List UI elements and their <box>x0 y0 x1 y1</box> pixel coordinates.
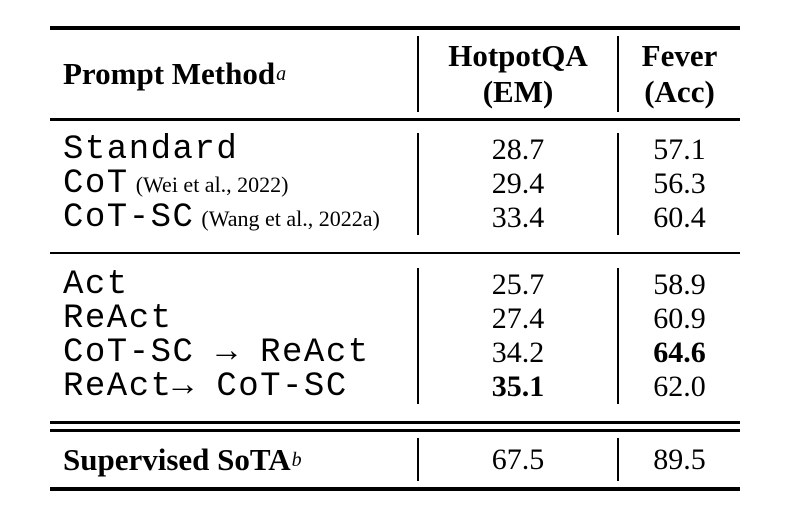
table-row: ReAct 27.4 60.9 <box>50 302 740 336</box>
hotpotqa-score: 35.1 <box>491 370 545 403</box>
column-header-hotpotqa: HotpotQA (EM) <box>417 36 617 112</box>
hotpotqa-score-cell: 29.4 <box>417 167 617 201</box>
method-name: CoT-SC <box>63 201 195 235</box>
column-header-fever: Fever (Acc) <box>617 36 740 112</box>
method-citation: (Wang et al., 2022a) <box>201 206 380 231</box>
hotpotqa-score: 28.7 <box>491 133 545 166</box>
table-row: CoT (Wei et al., 2022) 29.4 56.3 <box>50 167 740 201</box>
group-separator-rule <box>50 252 740 254</box>
method-name: Standard <box>63 133 239 167</box>
bottom-rule <box>50 487 740 491</box>
fever-score-cell: 58.9 <box>617 268 740 302</box>
method-cell: Supervised SoTA b <box>63 441 302 477</box>
method-cell: ReAct <box>50 302 417 336</box>
method-name: ReAct <box>63 302 173 336</box>
table-row: CoT-SC → ReAct 34.2 64.6 <box>50 336 740 370</box>
fever-score: 57.1 <box>653 133 706 166</box>
hotpotqa-score-cell: 28.7 <box>417 133 617 167</box>
fever-score-cell: 62.0 <box>617 370 740 404</box>
hotpotqa-score-cell: 27.4 <box>417 302 617 336</box>
fever-score: 89.5 <box>653 442 706 476</box>
hotpotqa-score-cell: 33.4 <box>417 201 617 235</box>
hotpotqa-score-cell: 34.2 <box>417 336 617 370</box>
hotpotqa-score-cell: 67.5 <box>417 438 617 481</box>
hotpotqa-score: 27.4 <box>491 302 545 335</box>
prompting-baselines-group: Standard 28.7 57.1 CoT (Wei et al., 2022)… <box>50 121 740 252</box>
hotpotqa-header-line2: (EM) <box>482 74 554 109</box>
method-cell: ReAct→ CoT-SC <box>50 370 417 404</box>
fever-score: 62.0 <box>653 370 706 403</box>
fever-score-cell: 64.6 <box>617 336 740 370</box>
results-table: Prompt Method a HotpotQA (EM) Fever (Acc)… <box>50 26 740 491</box>
method-cell: CoT-SC (Wang et al., 2022a) <box>50 201 417 235</box>
method-name: CoT <box>63 167 129 201</box>
fever-header-line1: Fever <box>641 38 718 74</box>
top-rule <box>50 26 740 30</box>
method-cell: Act <box>50 268 417 302</box>
fever-score-cell: 60.9 <box>617 302 740 336</box>
header-row: Prompt Method a HotpotQA (EM) Fever (Acc) <box>50 36 740 112</box>
fever-score: 56.3 <box>653 167 706 200</box>
hotpotqa-score: 67.5 <box>491 442 545 476</box>
hotpotqa-score: 29.4 <box>491 167 545 200</box>
fever-score-cell: 60.4 <box>617 201 740 235</box>
fever-score-cell: 89.5 <box>617 438 740 481</box>
header-separator-rule <box>50 118 740 121</box>
hotpotqa-score-cell: 25.7 <box>417 268 617 302</box>
table-row: Supervised SoTA b 67.5 89.5 <box>50 438 740 481</box>
fever-score: 64.6 <box>653 336 706 369</box>
fever-score-cell: 57.1 <box>617 133 740 167</box>
hotpotqa-score-cell: 35.1 <box>417 370 617 404</box>
fever-score-cell: 56.3 <box>617 167 740 201</box>
method-name: CoT-SC → ReAct <box>63 336 370 370</box>
table-row: ReAct→ CoT-SC 35.1 62.0 <box>50 370 740 404</box>
table-row: Act 25.7 58.9 <box>50 268 740 302</box>
table-row: CoT-SC (Wang et al., 2022a) 33.4 60.4 <box>50 201 740 235</box>
method-name: Act <box>63 268 129 302</box>
table-row: Standard 28.7 57.1 <box>50 133 740 167</box>
method-header-label: Prompt Method <box>63 56 276 91</box>
hotpotqa-score: 25.7 <box>491 268 545 301</box>
supervised-sota-label: Supervised SoTA <box>63 441 291 477</box>
method-citation: (Wei et al., 2022) <box>135 172 289 197</box>
double-rule <box>50 421 740 432</box>
supervised-sota-group: Supervised SoTA b 67.5 89.5 <box>50 432 740 487</box>
hotpotqa-score: 33.4 <box>491 201 545 234</box>
fever-header-line2: (Acc) <box>644 74 715 109</box>
fever-score: 58.9 <box>653 268 706 301</box>
method-cell: CoT (Wei et al., 2022) <box>50 167 417 201</box>
fever-score: 60.9 <box>653 302 706 335</box>
method-cell: Standard <box>50 133 417 167</box>
hotpotqa-score: 34.2 <box>491 336 545 369</box>
hotpotqa-header-line1: HotpotQA <box>448 38 588 74</box>
method-cell: CoT-SC → ReAct <box>50 336 417 370</box>
fever-score: 60.4 <box>653 201 706 234</box>
table-header: Prompt Method a HotpotQA (EM) Fever (Acc) <box>50 30 740 118</box>
column-header-method: Prompt Method a <box>63 56 287 91</box>
method-name: ReAct→ CoT-SC <box>63 370 348 404</box>
acting-methods-group: Act 25.7 58.9 ReAct 27.4 60.9 CoT-SC → R… <box>50 254 740 421</box>
